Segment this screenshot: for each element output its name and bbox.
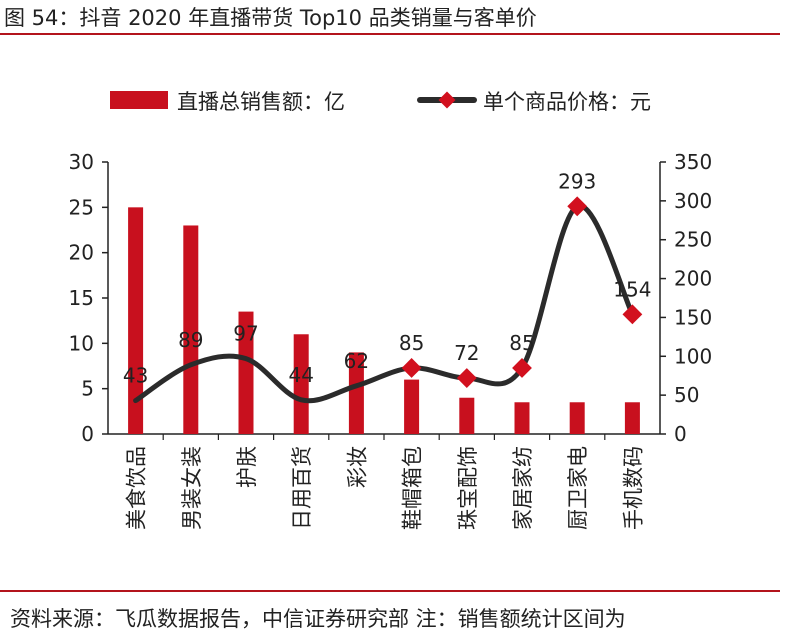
category-label: 珠宝配饰 xyxy=(456,446,480,530)
price-marker xyxy=(512,358,532,378)
left-tick-label: 25 xyxy=(69,195,94,219)
category-label: 美食饮品 xyxy=(125,446,149,530)
bar xyxy=(183,225,199,434)
price-data-label: 72 xyxy=(454,341,479,365)
legend-bar-swatch xyxy=(110,91,168,109)
price-marker xyxy=(401,358,422,378)
category-label: 鞋帽箱包 xyxy=(401,446,425,530)
price-data-label: 62 xyxy=(344,349,369,373)
right-tick-label: 300 xyxy=(674,189,712,213)
price-data-label: 43 xyxy=(123,364,148,388)
price-data-label: 44 xyxy=(288,363,313,387)
legend-line-label: 单个商品价格：元 xyxy=(483,90,651,114)
price-data-label: 97 xyxy=(233,322,258,346)
left-tick-label: 10 xyxy=(69,331,94,355)
category-label: 手机数码 xyxy=(621,446,645,530)
bar xyxy=(238,311,254,434)
legend-line-marker xyxy=(438,91,456,109)
right-tick-label: 350 xyxy=(674,150,712,174)
price-data-label: 85 xyxy=(399,331,424,355)
left-tick-label: 30 xyxy=(69,150,94,174)
bar xyxy=(293,334,309,434)
title-rule xyxy=(0,33,780,35)
category-label: 彩妆 xyxy=(345,446,369,488)
price-marker xyxy=(622,304,643,325)
right-tick-label: 0 xyxy=(674,422,687,446)
left-tick-label: 0 xyxy=(81,422,94,446)
price-data-label: 89 xyxy=(178,328,203,352)
price-data-label: 85 xyxy=(509,331,534,355)
source-rule xyxy=(0,590,780,592)
right-tick-label: 50 xyxy=(674,383,699,407)
bar xyxy=(514,402,530,434)
right-tick-label: 250 xyxy=(674,228,712,252)
left-tick-label: 15 xyxy=(69,286,94,310)
category-label: 厨卫家电 xyxy=(566,446,590,530)
figure-title: 图 54：抖音 2020 年直播带货 Top10 品类销量与客单价 xyxy=(4,6,537,30)
right-tick-label: 150 xyxy=(674,305,712,329)
left-tick-label: 5 xyxy=(81,377,94,401)
category-label: 日用百货 xyxy=(290,446,314,530)
chart: 直播总销售额：亿 单个商品价格：元 0510152025300501001502… xyxy=(69,90,713,530)
legend: 直播总销售额：亿 单个商品价格：元 xyxy=(110,90,651,114)
price-data-label: 293 xyxy=(558,169,596,193)
bar xyxy=(128,207,144,434)
right-tick-label: 200 xyxy=(674,267,712,291)
bar xyxy=(404,379,420,434)
category-label: 护肤 xyxy=(235,446,259,488)
right-tick-label: 100 xyxy=(674,344,712,368)
legend-bar-label: 直播总销售额：亿 xyxy=(177,90,345,114)
bar xyxy=(569,402,585,434)
price-line xyxy=(133,203,635,404)
bar xyxy=(348,352,364,434)
category-label: 家居家纺 xyxy=(511,446,535,530)
bar xyxy=(459,397,475,434)
category-label: 男装女装 xyxy=(180,446,204,530)
left-tick-label: 20 xyxy=(69,241,94,265)
bar xyxy=(624,402,640,434)
price-data-label: 154 xyxy=(613,277,651,301)
price-marker xyxy=(456,368,477,388)
source-note: 资料来源：飞瓜数据报告，中信证券研究部 注：销售额统计区间为 xyxy=(10,607,626,631)
